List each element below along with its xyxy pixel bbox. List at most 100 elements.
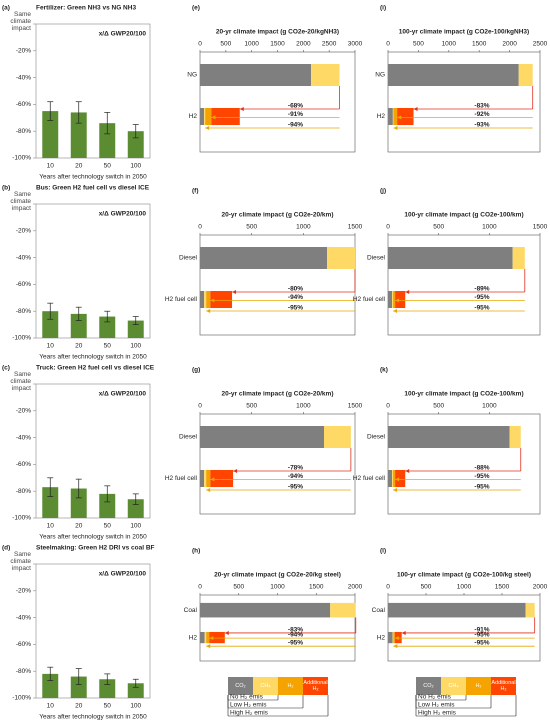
reduction-label: -95% [474,484,489,491]
reduction-label: -68% [288,103,303,110]
bar-segment [210,291,233,308]
x-axis-label: Years after technology switch in 2050 [39,354,147,361]
panel-title: 20-yr climate impact (g CO2e-20/kgNH3) [216,29,339,36]
bar-segment [204,470,207,487]
y-tick-label: -20% [16,48,31,55]
bar-segment [327,247,355,269]
reduction-arrow [206,644,211,649]
y-tick-label: -40% [16,254,31,261]
panel-title: Steelmaking: Green H2 DRI vs coal BF [36,545,155,552]
reduction-label: -88% [474,465,489,472]
x-axis-label: Years after technology switch in 2050 [39,534,147,541]
bar-segment [204,291,207,308]
legend-bracket-label: Low H₂ emis [230,702,267,709]
bar-segment [388,602,526,618]
reduction-label: -91% [474,626,489,633]
legend-label-box: H₂ [475,683,482,689]
reduction-label: -83% [288,626,303,633]
reduction-label: -89% [474,286,489,293]
reduction-label: -94% [288,294,303,301]
reduction-arrow [224,630,229,635]
legend-label: H₂ [475,683,482,689]
bar-segment [395,291,406,308]
x-tick-label: 20 [75,703,83,710]
x-tick-label: 2000 [533,584,548,591]
y-tick-label: -40% [16,614,31,621]
x-tick-label: 0 [198,224,202,231]
x-tick-label: 1000 [442,41,457,48]
bar [70,112,87,158]
legend-label: CH₄ [448,683,459,689]
legend-swatch [253,677,278,695]
category-label: H2 fuel cell [353,475,386,482]
annotation: x/Δ GWP20/100 [99,31,147,38]
legend-swatch [466,677,491,695]
reduction-label: -92% [474,111,489,118]
bar [99,679,116,698]
category-label: NG [187,72,197,79]
bar [127,683,144,698]
bar-segment [392,108,394,125]
bar-segment [388,247,513,269]
legend-swatch [416,677,441,695]
reduction-label: -94% [288,473,303,480]
x-tick-label: 2000 [348,584,363,591]
x-tick-label: 1000 [296,403,311,410]
reduction-label: -95% [288,640,303,647]
bar-segment [200,602,331,618]
reduction-label: -80% [288,286,303,293]
legend-label-box: Additional H₂ [491,680,515,692]
reduction-arrow [405,290,410,294]
reduction-arrow [210,298,215,303]
plot-frame [35,23,151,159]
panel-title: 100-yr climate impact (g CO2e-100/km) [404,212,523,219]
reduction-label: -95% [474,473,489,480]
y-tick-label-box: Same climate impact [10,551,31,572]
reduction-label: -83% [474,103,489,110]
bar [99,316,116,338]
panel-label: (k) [380,367,388,374]
bar-segment [518,64,533,86]
legend-bracket-label: No H₂ emis [230,694,264,701]
reduction-arrow [405,469,410,473]
panel-label: (e) [192,5,200,12]
x-tick-label: 1000 [457,584,472,591]
reduction-arrow [233,469,238,473]
x-tick-label: 50 [104,703,112,710]
legend-label-box: Additional H₂ [303,680,327,692]
y-tick-label: Same climate impact [10,11,31,32]
legend-label: CO₂ [235,683,246,689]
bar-segment [204,108,206,125]
reduction-label: -94% [288,122,303,129]
legend-swatch [441,677,466,695]
x-tick-label: 0 [386,224,390,231]
x-tick-label: 2500 [322,41,337,48]
x-tick-label: 0 [386,584,390,591]
reduction-arrow [395,477,400,482]
category-label: Diesel [179,255,198,262]
x-tick-label: 1500 [270,41,285,48]
y-tick-label: -20% [16,588,31,595]
y-tick-label: -60% [16,461,31,468]
reduction-arrow [206,488,211,492]
x-tick-label: 1000 [482,224,497,231]
x-tick-label: 500 [413,41,424,48]
panel-label: (l) [380,548,386,555]
legend-label: H₂ [287,683,294,689]
reduction-arrow [393,488,398,492]
panel-title: Truck: Green H2 fuel cell vs diesel ICE [36,365,155,372]
panel-title: 100-yr climate impact (g CO2e-100/km) [404,391,523,398]
panel-title: 100-yr climate impact (g CO2e-100/kg ste… [397,572,531,579]
x-tick-label: 500 [421,584,432,591]
x-tick-label: 50 [104,163,112,170]
panel-label: (a) [2,5,10,12]
bar-segment [392,291,394,308]
reduction-arrow [413,107,418,111]
bar-segment [200,247,328,269]
bar [70,488,87,518]
legend-label-box: H₂ [287,683,294,689]
y-tick-label: -80% [16,308,31,315]
legend-label: CO₂ [423,683,434,689]
x-tick-label: 500 [433,224,444,231]
